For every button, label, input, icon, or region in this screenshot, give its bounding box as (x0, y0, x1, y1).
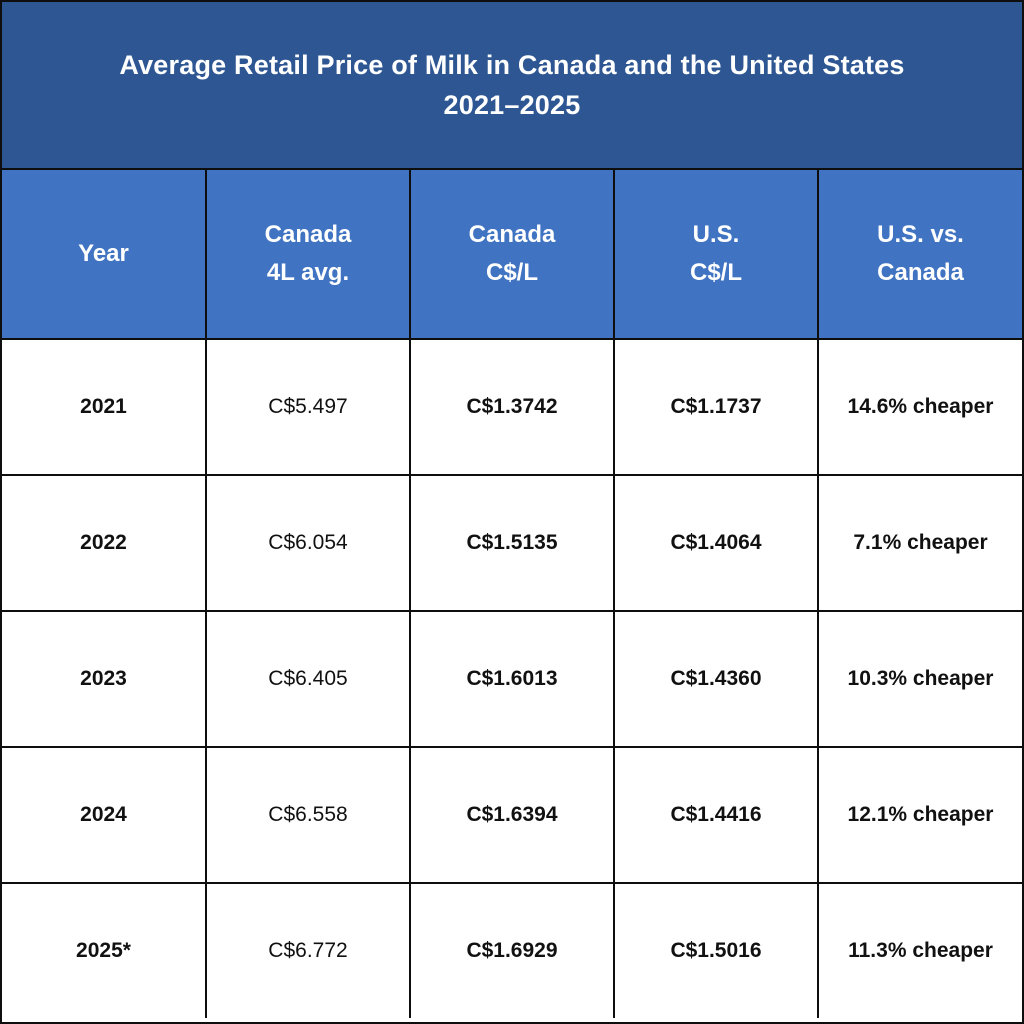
cell-canada-4l-avg: C$5.497 (205, 338, 411, 476)
cell-us-vs-canada: 12.1% cheaper (817, 746, 1022, 884)
milk-price-table: Year Canada 4L avg. Canada C$/L U.S. C$/… (2, 170, 1022, 1018)
cell-year: 2025* (2, 882, 207, 1018)
header-us-cl-line1: U.S. (692, 221, 740, 248)
header-canada-4l-line2: 4L avg. (266, 259, 350, 286)
header-comparison-line1: U.S. vs. (877, 221, 964, 248)
table-row: 2024 C$6.558 C$1.6394 C$1.4416 12.1% che… (2, 746, 1022, 884)
chart-title: Average Retail Price of Milk in Canada a… (119, 50, 905, 80)
table-row: 2023 C$6.405 C$1.6013 C$1.4360 10.3% che… (2, 610, 1022, 748)
table-row: 2025* C$6.772 C$1.6929 C$1.5016 11.3% ch… (2, 882, 1022, 1018)
header-us-vs-canada: U.S. vs. Canada (817, 170, 1022, 340)
header-canada-cl-line1: Canada (468, 221, 556, 248)
cell-us-vs-canada: 7.1% cheaper (817, 474, 1022, 612)
cell-canada-per-litre: C$1.3742 (409, 338, 615, 476)
cell-canada-per-litre: C$1.6394 (409, 746, 615, 884)
cell-us-per-litre: C$1.4064 (613, 474, 819, 612)
header-canada-per-litre: Canada C$/L (409, 170, 615, 340)
table-row: 2021 C$5.497 C$1.3742 C$1.1737 14.6% che… (2, 338, 1022, 476)
table-row: 2022 C$6.054 C$1.5135 C$1.4064 7.1% chea… (2, 474, 1022, 612)
cell-us-per-litre: C$1.5016 (613, 882, 819, 1018)
header-year-label: Year (78, 240, 129, 267)
cell-year: 2022 (2, 474, 207, 612)
cell-us-per-litre: C$1.1737 (613, 338, 819, 476)
cell-year: 2023 (2, 610, 207, 748)
title-banner: Average Retail Price of Milk in Canada a… (2, 2, 1022, 170)
cell-us-vs-canada: 14.6% cheaper (817, 338, 1022, 476)
cell-canada-per-litre: C$1.6929 (409, 882, 615, 1018)
header-us-per-litre: U.S. C$/L (613, 170, 819, 340)
cell-year: 2024 (2, 746, 207, 884)
header-canada-4l-line1: Canada (264, 221, 352, 248)
cell-year: 2021 (2, 338, 207, 476)
cell-canada-4l-avg: C$6.054 (205, 474, 411, 612)
cell-canada-per-litre: C$1.5135 (409, 474, 615, 612)
header-year: Year (2, 170, 207, 340)
header-canada-4l-avg: Canada 4L avg. (205, 170, 411, 340)
cell-us-per-litre: C$1.4360 (613, 610, 819, 748)
cell-canada-4l-avg: C$6.405 (205, 610, 411, 748)
header-canada-cl-line2: C$/L (485, 259, 538, 286)
cell-canada-per-litre: C$1.6013 (409, 610, 615, 748)
header-row: Year Canada 4L avg. Canada C$/L U.S. C$/… (2, 170, 1022, 340)
cell-us-vs-canada: 10.3% cheaper (817, 610, 1022, 748)
cell-us-per-litre: C$1.4416 (613, 746, 819, 884)
cell-canada-4l-avg: C$6.558 (205, 746, 411, 884)
cell-us-vs-canada: 11.3% cheaper (817, 882, 1022, 1018)
chart-subtitle-years: 2021–2025 (443, 90, 581, 120)
cell-canada-4l-avg: C$6.772 (205, 882, 411, 1018)
header-us-cl-line2: C$/L (689, 259, 742, 286)
header-comparison-line2: Canada (877, 259, 964, 286)
